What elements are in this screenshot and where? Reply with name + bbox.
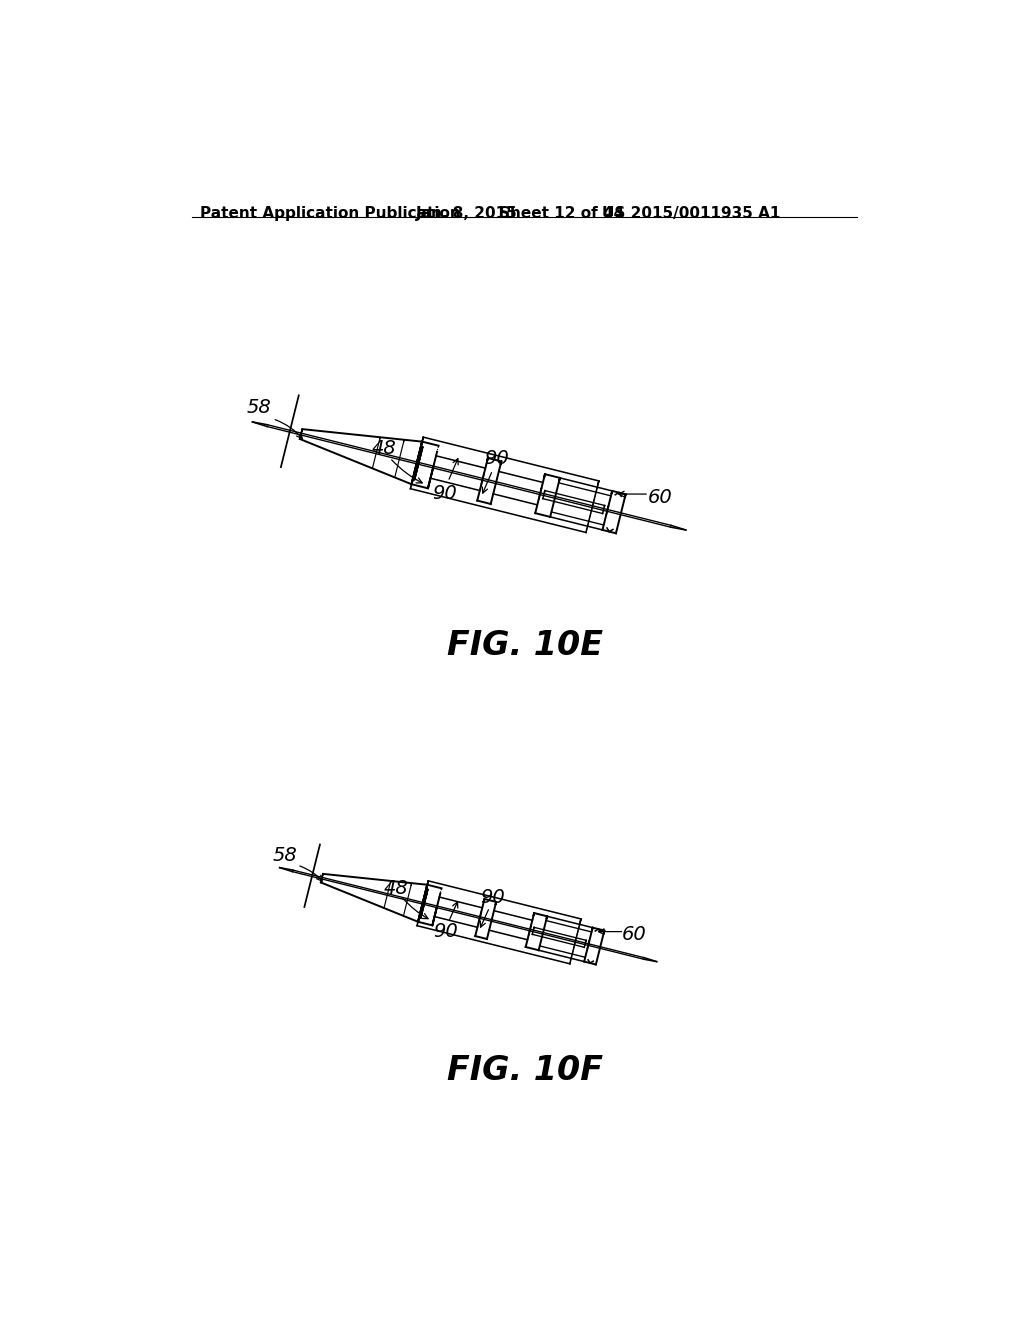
Text: 58: 58: [272, 846, 297, 865]
Text: 90: 90: [484, 449, 509, 469]
Text: 58: 58: [247, 397, 271, 417]
Text: FIG. 10E: FIG. 10E: [446, 628, 603, 661]
Text: 60: 60: [622, 925, 647, 944]
Text: Patent Application Publication: Patent Application Publication: [200, 206, 461, 222]
Text: 90: 90: [480, 887, 505, 907]
Text: Sheet 12 of 44: Sheet 12 of 44: [499, 206, 624, 222]
Text: 90: 90: [432, 484, 457, 503]
Text: 48: 48: [383, 879, 408, 898]
Text: FIG. 10F: FIG. 10F: [446, 1055, 603, 1088]
Text: US 2015/0011935 A1: US 2015/0011935 A1: [602, 206, 780, 222]
Text: 60: 60: [648, 488, 673, 507]
Text: 90: 90: [433, 923, 458, 941]
Text: 48: 48: [372, 440, 396, 458]
Text: Jan. 8, 2015: Jan. 8, 2015: [416, 206, 517, 222]
